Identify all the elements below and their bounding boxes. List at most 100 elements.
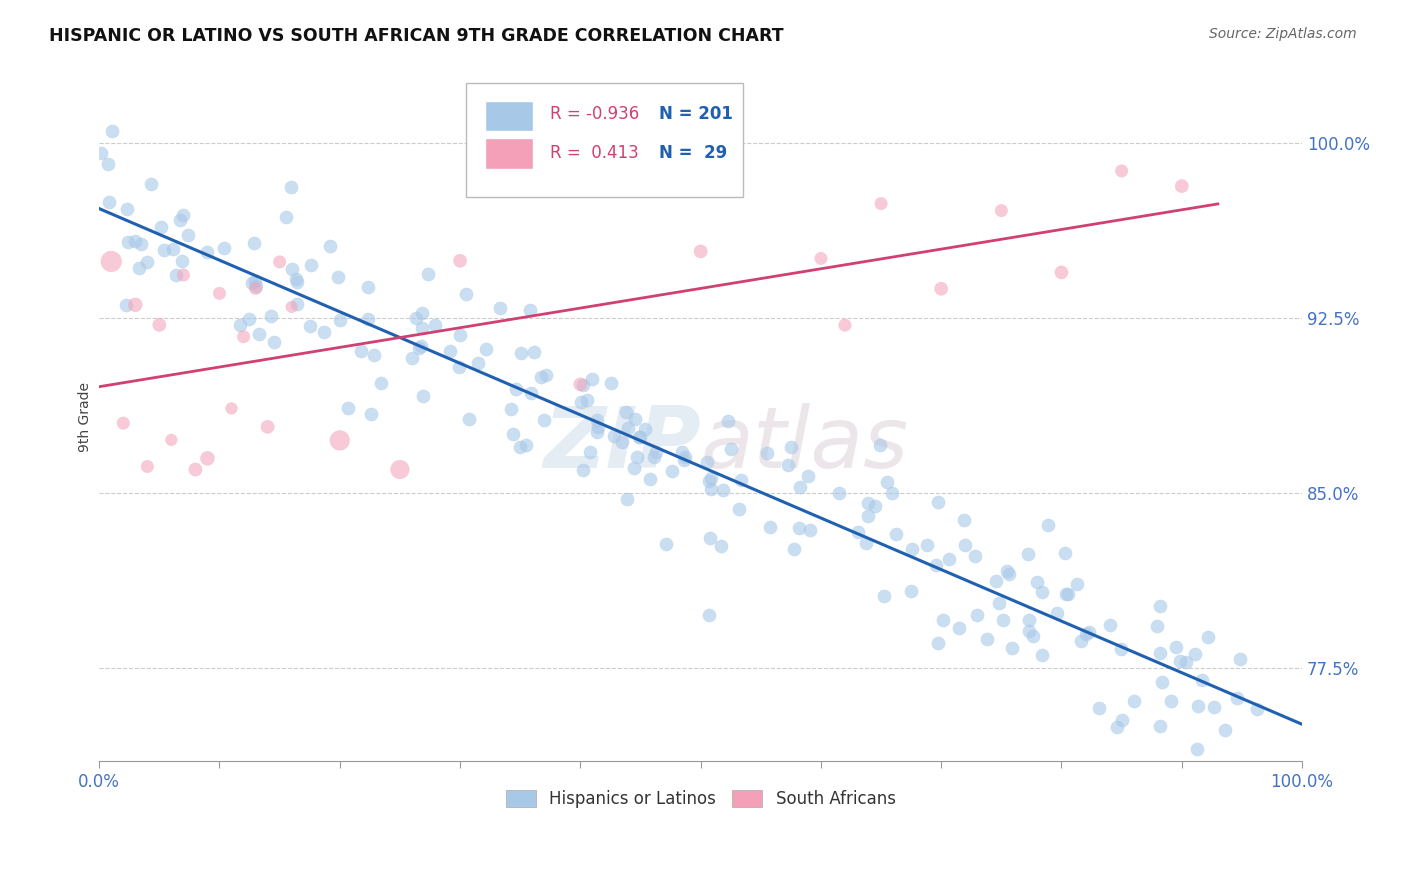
Point bbox=[458, 412, 481, 426]
Point bbox=[280, 300, 302, 314]
Point bbox=[963, 549, 986, 564]
Point bbox=[416, 268, 439, 282]
Point bbox=[184, 462, 207, 476]
Point bbox=[929, 282, 952, 296]
Point bbox=[285, 275, 308, 289]
Point bbox=[1031, 584, 1053, 599]
Point bbox=[984, 574, 1007, 589]
Point bbox=[586, 413, 609, 427]
Point bbox=[357, 279, 380, 293]
Point bbox=[599, 376, 621, 391]
Point bbox=[329, 434, 352, 448]
Point bbox=[276, 210, 298, 224]
Point bbox=[124, 234, 146, 248]
Point bbox=[728, 502, 751, 516]
Point bbox=[569, 395, 592, 409]
Point bbox=[520, 385, 543, 400]
Point bbox=[697, 608, 720, 623]
Y-axis label: 9th Grade: 9th Grade bbox=[79, 382, 93, 452]
Point bbox=[509, 440, 531, 454]
FancyBboxPatch shape bbox=[485, 101, 533, 131]
Point bbox=[572, 377, 595, 392]
Point bbox=[269, 255, 291, 269]
Point bbox=[115, 202, 138, 216]
Point bbox=[696, 454, 718, 468]
Text: ZIP: ZIP bbox=[543, 403, 700, 486]
Point bbox=[245, 281, 267, 295]
Point bbox=[411, 306, 433, 320]
Point bbox=[998, 567, 1021, 582]
Point bbox=[1160, 693, 1182, 707]
Point bbox=[229, 318, 252, 332]
Point bbox=[370, 376, 392, 390]
Point bbox=[247, 326, 270, 341]
Point bbox=[710, 539, 733, 553]
Point bbox=[280, 179, 302, 194]
Point bbox=[614, 405, 637, 419]
Point bbox=[756, 446, 779, 460]
Point bbox=[172, 268, 194, 282]
Point bbox=[1146, 618, 1168, 632]
Point bbox=[988, 596, 1011, 610]
Point bbox=[128, 260, 150, 275]
Point bbox=[515, 437, 537, 451]
Point bbox=[1088, 701, 1111, 715]
Point bbox=[195, 244, 218, 259]
Point bbox=[1123, 694, 1146, 708]
Point bbox=[238, 311, 260, 326]
Point bbox=[475, 342, 498, 356]
Point bbox=[454, 286, 477, 301]
Point bbox=[995, 564, 1018, 578]
Point bbox=[643, 450, 665, 464]
Point bbox=[232, 330, 254, 344]
Point bbox=[115, 298, 138, 312]
Point bbox=[1149, 719, 1171, 733]
Point bbox=[1022, 629, 1045, 643]
FancyBboxPatch shape bbox=[465, 83, 742, 197]
Point bbox=[953, 538, 976, 552]
Point bbox=[699, 531, 721, 545]
Point bbox=[846, 524, 869, 539]
Point bbox=[1109, 642, 1132, 657]
Point bbox=[616, 421, 638, 435]
Point bbox=[1018, 624, 1040, 638]
Point bbox=[411, 339, 433, 353]
Point bbox=[953, 513, 976, 527]
Point bbox=[425, 318, 447, 332]
Point bbox=[616, 491, 638, 506]
Point bbox=[900, 583, 922, 598]
Point bbox=[141, 177, 163, 191]
Point bbox=[828, 486, 851, 500]
Point bbox=[661, 464, 683, 478]
Point bbox=[626, 450, 648, 464]
Point bbox=[1213, 723, 1236, 738]
Point bbox=[1111, 164, 1133, 178]
Point bbox=[449, 328, 471, 343]
Point bbox=[572, 463, 595, 477]
Point bbox=[689, 244, 711, 259]
Point bbox=[730, 474, 752, 488]
Point bbox=[312, 325, 335, 339]
Point bbox=[148, 318, 170, 332]
Text: R = -0.936: R = -0.936 bbox=[550, 105, 640, 123]
Point bbox=[412, 388, 434, 402]
Point bbox=[759, 519, 782, 533]
Point bbox=[1229, 652, 1251, 666]
Point bbox=[1017, 547, 1039, 561]
Point bbox=[1226, 691, 1249, 706]
Point bbox=[388, 462, 411, 476]
Point bbox=[671, 444, 693, 458]
Point bbox=[97, 195, 120, 210]
Point bbox=[858, 496, 880, 510]
Point bbox=[610, 434, 633, 449]
Point bbox=[932, 613, 955, 627]
Text: N =  29: N = 29 bbox=[658, 145, 727, 162]
Point bbox=[1107, 720, 1129, 734]
Point bbox=[357, 312, 380, 326]
Point bbox=[869, 438, 891, 452]
Point bbox=[884, 527, 907, 541]
Point bbox=[502, 426, 524, 441]
Point bbox=[100, 254, 122, 268]
Point bbox=[1078, 625, 1101, 640]
Point bbox=[1054, 546, 1077, 560]
